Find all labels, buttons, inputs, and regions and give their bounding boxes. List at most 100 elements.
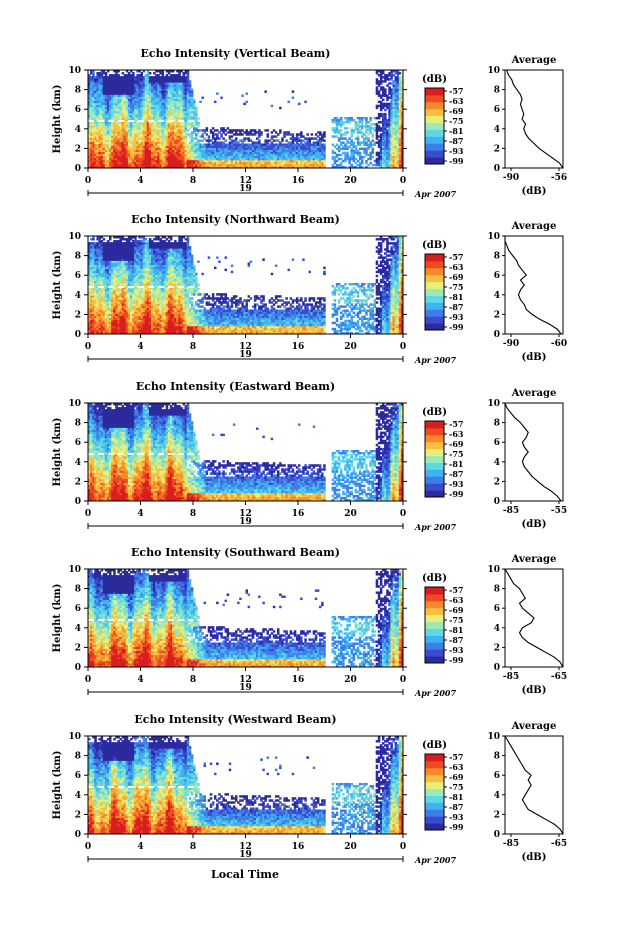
heatmap-cell (379, 104, 383, 108)
heatmap-cell (379, 121, 383, 124)
heatmap-cell (106, 270, 110, 274)
heatmap-cell (96, 331, 99, 335)
heatmap-cell (295, 143, 299, 146)
heatmap-cell (344, 153, 347, 157)
heatmap-cell (94, 295, 97, 298)
colorbar-frame (424, 87, 445, 165)
heatmap-cell (161, 78, 164, 81)
heatmap-cell (256, 143, 259, 146)
heatmap-cell (283, 151, 286, 155)
heatmap-cell (104, 329, 108, 333)
heatmap-cell (174, 114, 177, 118)
heatmap-cell (142, 98, 146, 102)
heatmap-cell (102, 270, 106, 274)
heatmap-cell (289, 161, 293, 165)
heatmap-cell (274, 159, 278, 163)
heatmap-cell (396, 98, 400, 102)
heatmap-cell (94, 299, 97, 302)
heatmap-cell (182, 143, 185, 146)
heatmap-cell (241, 141, 244, 144)
heatmap-cell (146, 151, 150, 155)
heatmap-cell (96, 72, 99, 75)
heatmap-cell (264, 157, 267, 161)
heatmap-cell (354, 165, 358, 169)
heatmap-cell (396, 121, 400, 124)
heatmap-cell (281, 155, 284, 159)
heatmap-cell (237, 161, 240, 165)
heatmap-cell (144, 106, 148, 110)
heatmap-cell (125, 119, 129, 122)
heatmap-cell (109, 258, 112, 261)
heatmap-cell (148, 84, 152, 87)
heatmap-cell (153, 104, 156, 108)
heatmap-cell (218, 147, 221, 151)
heatmap-cell (159, 123, 162, 126)
heatmap-cell (109, 327, 112, 331)
heatmap-cell (90, 268, 93, 272)
heatmap-cell (94, 125, 97, 128)
heatmap-cell (130, 149, 133, 153)
heatmap-cell (123, 106, 127, 110)
heatmap-cell (220, 149, 223, 153)
heatmap-cell (155, 78, 158, 81)
heatmap-cell (310, 137, 314, 140)
heatmap-cell (111, 92, 114, 95)
heatmap-cell (142, 108, 146, 112)
heatmap-cell (123, 76, 127, 79)
heatmap-cell (174, 155, 177, 159)
heatmap-cell (176, 92, 179, 95)
heatmap-cell (88, 319, 91, 323)
heatmap-cell (151, 139, 154, 142)
heatmap-cell (148, 72, 152, 75)
heatmap-cell (186, 90, 190, 93)
y-tick-label: 0 (75, 164, 81, 174)
heatmap-cell (243, 163, 246, 167)
heatmap-cell (398, 90, 402, 93)
heatmap-cell (306, 153, 309, 157)
heatmap-cell (88, 92, 91, 95)
heatmap-cell (176, 143, 179, 146)
heatmap-cell (102, 256, 106, 259)
heatmap-cell (186, 96, 190, 99)
heatmap-cell (310, 145, 314, 148)
heatmap-cell (304, 153, 307, 157)
heatmap-cell (100, 293, 104, 296)
heatmap-cell (127, 125, 131, 128)
heatmap-cell (321, 143, 324, 146)
heatmap-cell (272, 153, 276, 157)
heatmap-cell (400, 145, 404, 148)
heatmap-cell (132, 157, 135, 161)
heatmap-cell (125, 149, 129, 153)
heatmap-cell (125, 157, 129, 161)
heatmap-cell (224, 133, 227, 136)
heatmap-cell (104, 121, 108, 124)
heatmap-cell (188, 110, 192, 114)
heatmap-cell (106, 248, 110, 251)
heatmap-cell (148, 88, 152, 91)
heatmap-cell (146, 149, 150, 153)
heatmap-cell (138, 145, 141, 148)
heatmap-cell (104, 153, 108, 157)
heatmap-cell (100, 313, 104, 317)
heatmap-cell (117, 76, 120, 79)
heatmap-cell (159, 153, 162, 157)
heatmap-cell (92, 88, 95, 91)
heatmap-cell (266, 157, 269, 161)
x-tick-label: 12 (239, 176, 252, 186)
heatmap-cell (165, 165, 169, 169)
heatmap-cell (121, 116, 125, 120)
heatmap-cell (216, 149, 219, 153)
heatmap-cell (237, 145, 240, 148)
heatmap-cell (298, 165, 301, 169)
heatmap-cell (98, 278, 101, 282)
heatmap-cell (161, 108, 164, 112)
heatmap-cell (123, 133, 127, 136)
heatmap-cell (119, 88, 122, 91)
heatmap-cell (96, 157, 99, 161)
heatmap-cell (157, 108, 160, 112)
heatmap-cell (235, 139, 238, 142)
heatmap-cell (277, 145, 280, 148)
heatmap-cell (335, 125, 339, 128)
heatmap-cell (117, 116, 120, 120)
heatmap-cell (146, 137, 150, 140)
